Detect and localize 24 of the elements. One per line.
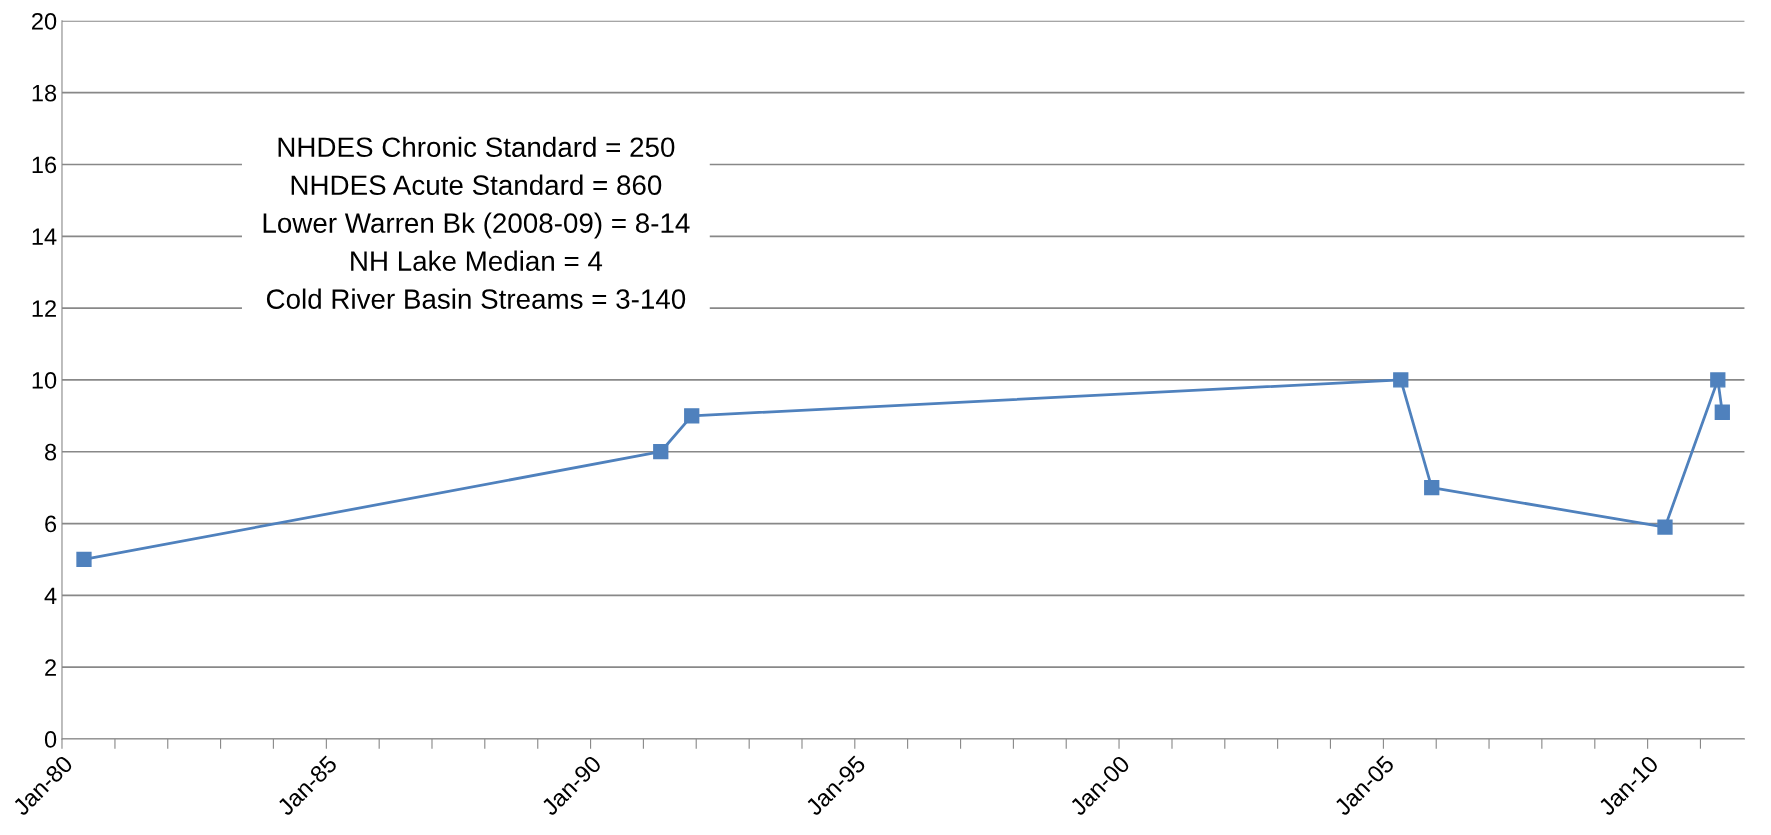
y-tick-label: 16 — [32, 156, 57, 174]
annotation: NHDES Acute Standard = 860 — [291, 174, 662, 196]
y-tick-label: 18 — [32, 84, 57, 102]
y-tick-label: 14 — [32, 228, 57, 245]
y-tick-label: 8 — [45, 443, 57, 461]
point — [1393, 372, 1409, 388]
point — [1424, 480, 1440, 496]
point — [684, 408, 700, 424]
point — [76, 551, 92, 568]
annotation: NH Lake Median = 4 — [351, 250, 603, 271]
y-tick-label: 4 — [44, 587, 57, 604]
point — [1710, 372, 1726, 388]
y-tick-label: 0 — [44, 731, 57, 748]
point — [1657, 519, 1673, 535]
y-tick-label: 12 — [32, 300, 56, 317]
annotation: NHDES Chronic Standard = 250 — [278, 136, 675, 158]
point — [1714, 404, 1730, 420]
point — [653, 444, 669, 460]
annotation: Cold River Basin Streams = 3-140 — [266, 288, 686, 309]
y-tick-label: 10 — [32, 371, 57, 389]
y-tick-label: 6 — [45, 515, 57, 533]
annotation: Lower Warren Bk (2008-09) = 8-14 — [263, 212, 690, 239]
y-tick-label: 2 — [45, 659, 56, 676]
y-tick-label: 20 — [32, 12, 57, 30]
